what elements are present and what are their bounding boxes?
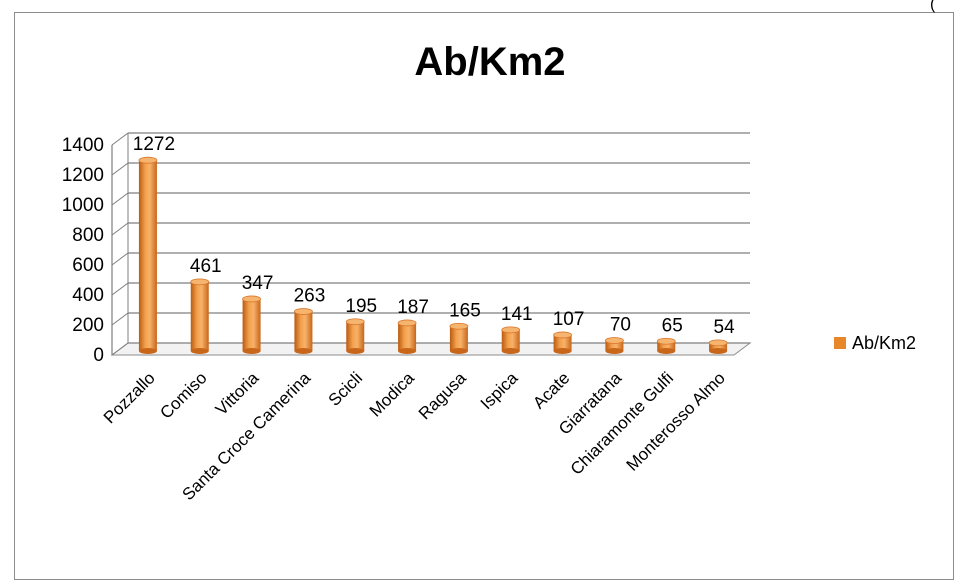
data-label: 347 <box>242 273 274 294</box>
gridline-depth <box>111 132 129 146</box>
bar <box>501 329 520 351</box>
bar-base <box>346 348 365 354</box>
bar <box>709 342 728 351</box>
bar <box>346 321 365 351</box>
bar-base <box>449 348 468 354</box>
bar <box>138 160 157 351</box>
legend: Ab/Km2 <box>834 333 916 353</box>
bar-cap <box>190 278 210 286</box>
bar <box>294 311 313 351</box>
gridline-depth <box>111 312 129 326</box>
bar <box>657 341 676 351</box>
data-label: 263 <box>294 286 326 307</box>
bar-base <box>138 348 157 354</box>
data-label: 65 <box>662 315 683 336</box>
data-label: 461 <box>190 256 222 277</box>
data-label: 195 <box>345 296 377 317</box>
bar-cap <box>501 326 521 334</box>
gridline-depth <box>111 222 129 236</box>
bar-cap <box>242 295 261 303</box>
legend-label: Ab/Km2 <box>852 333 916 353</box>
legend-swatch <box>834 337 846 349</box>
data-label: 165 <box>449 300 481 321</box>
bar-base <box>605 348 624 354</box>
x-tick-label: Modica <box>366 368 419 421</box>
bar <box>190 281 209 351</box>
x-tick-label: Acate <box>529 368 573 412</box>
gridline-depth <box>111 282 129 296</box>
bar-cap <box>345 318 365 326</box>
bar-cap <box>605 337 624 344</box>
gridline-depth <box>111 252 129 266</box>
gridline-depth <box>111 192 129 206</box>
bar-cap <box>138 156 158 164</box>
y-tick-label: 1200 <box>62 165 104 186</box>
data-label: 70 <box>610 315 631 336</box>
x-tick-label: Ispica <box>477 368 522 413</box>
chart-title: Ab/Km2 <box>414 40 565 84</box>
bar <box>553 334 572 351</box>
x-tick-label: Scicli <box>325 368 366 409</box>
bar-cap <box>656 337 676 345</box>
gridline-depth <box>111 162 129 176</box>
bar-cap <box>397 319 417 327</box>
chart-frame <box>14 12 954 580</box>
x-tick-label: Vittoria <box>212 368 263 419</box>
bar-base <box>190 348 209 354</box>
data-label: 54 <box>714 317 736 338</box>
bar-base <box>242 348 261 354</box>
bar <box>605 340 624 351</box>
data-label: 1272 <box>133 134 175 155</box>
gridline-depth <box>111 342 129 356</box>
bar-cap <box>294 308 313 315</box>
bar-base <box>398 348 417 354</box>
y-tick-label: 600 <box>72 255 104 276</box>
data-label: 141 <box>501 304 533 325</box>
y-tick-label: 0 <box>93 345 104 366</box>
data-label: 107 <box>553 309 585 330</box>
bar-base <box>553 348 572 354</box>
x-tick-label: Ragusa <box>415 368 470 423</box>
x-tick-label: Monterosso Almo <box>623 368 729 474</box>
x-tick-label: Pozzallo <box>100 368 159 427</box>
y-tick-label: 1400 <box>62 135 104 156</box>
bar <box>242 298 261 351</box>
bar-base <box>709 348 728 354</box>
bar-cap <box>553 331 572 339</box>
y-tick-label: 1000 <box>62 195 104 216</box>
bar-cap <box>449 322 469 330</box>
y-tick-label: 800 <box>72 225 104 246</box>
y-tick-label: 400 <box>72 285 104 306</box>
corner-mark: ( <box>930 0 936 13</box>
bar-base <box>657 348 676 354</box>
bar-base <box>294 348 313 354</box>
data-label: 187 <box>397 297 429 318</box>
bar-cap <box>708 339 728 347</box>
x-tick-label: Comiso <box>156 368 210 422</box>
bar-base <box>501 348 520 354</box>
bar <box>449 326 468 351</box>
y-tick-label: 200 <box>72 315 104 336</box>
bar <box>398 322 417 351</box>
